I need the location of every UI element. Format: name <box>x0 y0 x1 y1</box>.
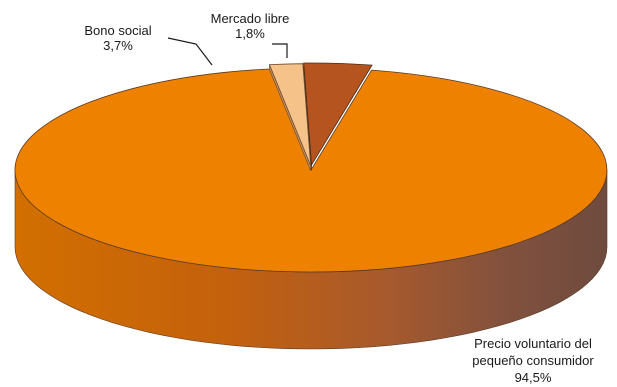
value-mercado-libre: 1,8% <box>235 26 265 41</box>
slice-mercado-libre <box>268 63 312 166</box>
label-precio-voluntario-line1: Precio voluntario del <box>474 336 592 351</box>
leader-line-bono-social <box>167 37 213 66</box>
leader-line-mercado-libre <box>272 43 288 58</box>
value-bono-social: 3,7% <box>103 38 133 53</box>
label-bono-social: Bono social <box>84 23 151 38</box>
label-mercado-libre: Mercado libre <box>211 11 290 26</box>
value-precio-voluntario: 94,5% <box>515 370 552 385</box>
slice-bono-social <box>303 62 373 167</box>
label-precio-voluntario-line2: pequeño consumidor <box>472 353 594 368</box>
